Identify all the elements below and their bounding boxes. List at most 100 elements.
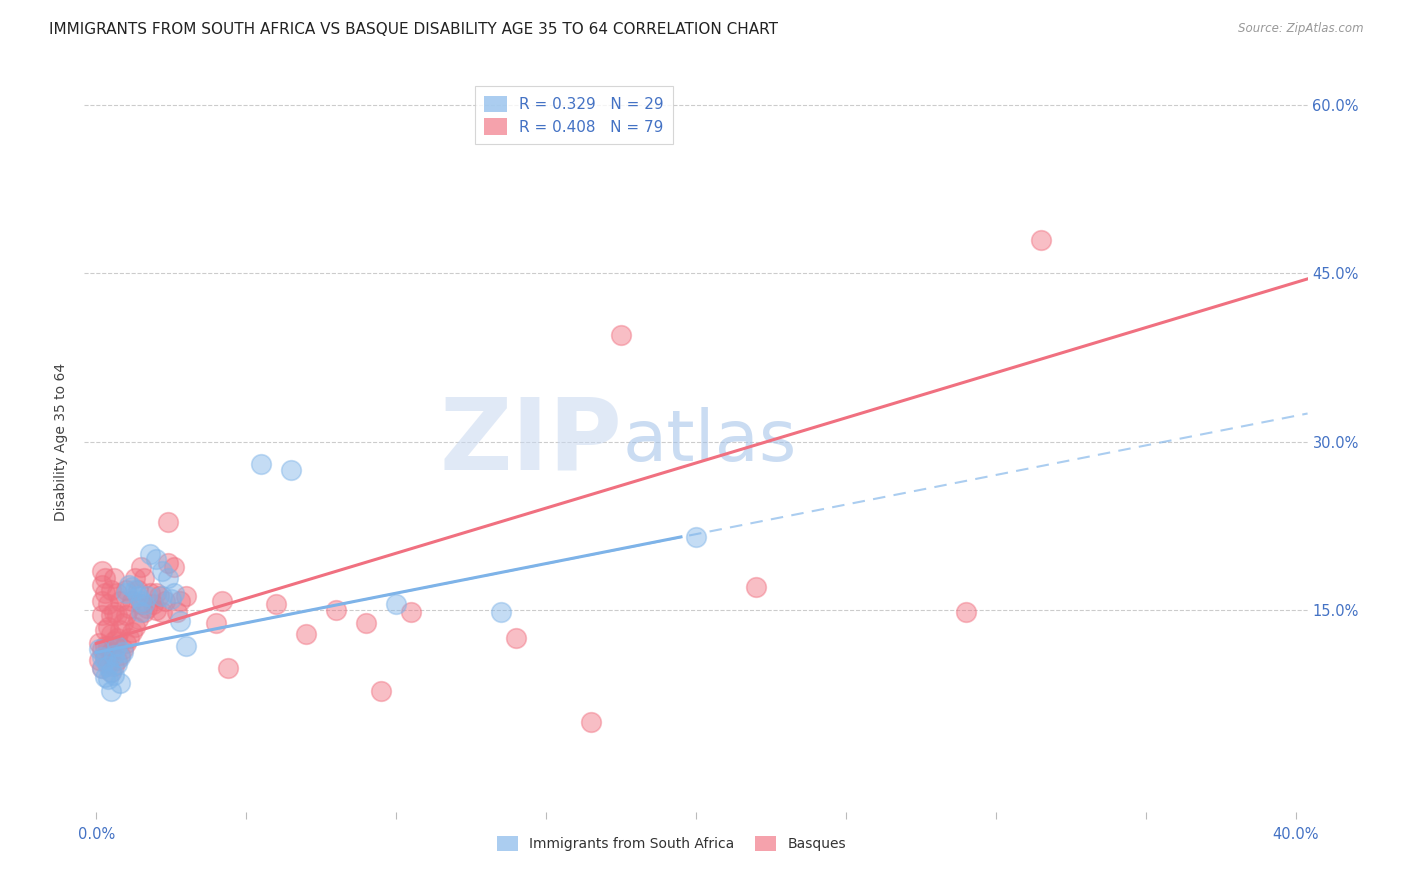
Point bbox=[97, 657, 120, 671]
Point bbox=[150, 564, 173, 578]
Point bbox=[157, 556, 180, 570]
Point bbox=[89, 636, 111, 650]
Point bbox=[163, 586, 186, 600]
Point bbox=[148, 590, 170, 604]
Point bbox=[250, 457, 273, 471]
Point bbox=[166, 605, 188, 619]
Point bbox=[150, 590, 173, 604]
Point bbox=[127, 582, 149, 597]
Text: ZIP: ZIP bbox=[440, 393, 623, 490]
Point bbox=[121, 625, 143, 640]
Point bbox=[955, 605, 977, 619]
Point bbox=[157, 516, 180, 530]
Point bbox=[97, 639, 120, 653]
Point bbox=[105, 639, 128, 653]
Point bbox=[105, 586, 128, 600]
Point bbox=[118, 578, 141, 592]
Point bbox=[134, 605, 156, 619]
Point bbox=[105, 657, 128, 671]
Point bbox=[103, 605, 125, 619]
Point bbox=[97, 619, 120, 633]
Point bbox=[280, 462, 302, 476]
Point bbox=[110, 648, 132, 662]
Point bbox=[89, 653, 111, 667]
Point bbox=[370, 683, 392, 698]
Point bbox=[211, 594, 233, 608]
Point bbox=[94, 649, 117, 664]
Point bbox=[1029, 233, 1052, 247]
Point bbox=[136, 590, 159, 604]
Point bbox=[145, 552, 167, 566]
Point bbox=[100, 627, 122, 641]
Point bbox=[399, 605, 422, 619]
Point bbox=[105, 631, 128, 645]
Point bbox=[205, 616, 228, 631]
Point bbox=[110, 675, 132, 690]
Text: IMMIGRANTS FROM SOUTH AFRICA VS BASQUE DISABILITY AGE 35 TO 64 CORRELATION CHART: IMMIGRANTS FROM SOUTH AFRICA VS BASQUE D… bbox=[49, 22, 778, 37]
Point bbox=[103, 634, 125, 648]
Point bbox=[94, 571, 117, 585]
Point bbox=[163, 560, 186, 574]
Point bbox=[91, 661, 114, 675]
Point bbox=[115, 582, 138, 597]
Point bbox=[91, 642, 114, 657]
Point bbox=[325, 603, 347, 617]
Point bbox=[100, 608, 122, 623]
Point bbox=[121, 580, 143, 594]
Point bbox=[91, 578, 114, 592]
Point bbox=[217, 661, 239, 675]
Point bbox=[115, 636, 138, 650]
Point bbox=[100, 683, 122, 698]
Point bbox=[505, 631, 527, 645]
Point bbox=[100, 665, 122, 679]
Point bbox=[103, 648, 125, 662]
Point bbox=[91, 594, 114, 608]
Point bbox=[127, 612, 149, 626]
Text: atlas: atlas bbox=[623, 407, 797, 476]
Point bbox=[89, 642, 111, 657]
Point bbox=[145, 586, 167, 600]
Point bbox=[91, 608, 114, 623]
Point bbox=[174, 590, 197, 604]
Point bbox=[745, 580, 768, 594]
Point bbox=[169, 594, 191, 608]
Point bbox=[105, 653, 128, 667]
Point bbox=[94, 639, 117, 653]
Point bbox=[94, 653, 117, 667]
Point bbox=[103, 668, 125, 682]
Point bbox=[610, 328, 633, 343]
Point bbox=[124, 582, 146, 597]
Point bbox=[103, 659, 125, 673]
Y-axis label: Disability Age 35 to 64: Disability Age 35 to 64 bbox=[55, 362, 69, 521]
Point bbox=[97, 659, 120, 673]
Point bbox=[112, 616, 135, 631]
Point bbox=[134, 571, 156, 585]
Point bbox=[110, 649, 132, 664]
Point bbox=[91, 649, 114, 664]
Point bbox=[134, 597, 156, 611]
Point bbox=[136, 600, 159, 615]
Point bbox=[385, 597, 408, 611]
Point bbox=[97, 597, 120, 611]
Point bbox=[112, 645, 135, 659]
Point bbox=[103, 571, 125, 585]
Point bbox=[127, 590, 149, 604]
Point bbox=[91, 661, 114, 675]
Point bbox=[160, 591, 183, 606]
Point bbox=[121, 594, 143, 608]
Point bbox=[94, 586, 117, 600]
Point bbox=[100, 582, 122, 597]
Point bbox=[579, 714, 602, 729]
Point bbox=[157, 571, 180, 585]
Point bbox=[155, 594, 177, 608]
Point bbox=[115, 586, 138, 600]
Point bbox=[94, 623, 117, 637]
Point bbox=[118, 600, 141, 615]
Point bbox=[264, 597, 287, 611]
Point bbox=[100, 665, 122, 679]
Point bbox=[91, 564, 114, 578]
Point bbox=[169, 614, 191, 628]
Point bbox=[100, 645, 122, 659]
Point bbox=[174, 639, 197, 653]
Point bbox=[139, 547, 162, 561]
